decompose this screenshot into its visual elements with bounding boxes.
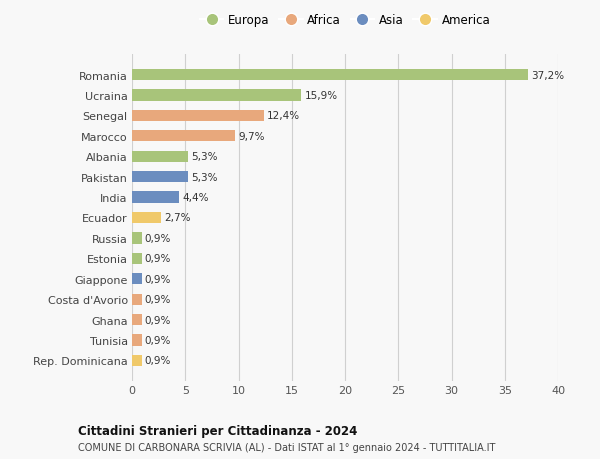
Text: 0,9%: 0,9% — [145, 335, 171, 345]
Text: COMUNE DI CARBONARA SCRIVIA (AL) - Dati ISTAT al 1° gennaio 2024 - TUTTITALIA.IT: COMUNE DI CARBONARA SCRIVIA (AL) - Dati … — [78, 442, 496, 452]
Text: 15,9%: 15,9% — [305, 91, 338, 101]
Bar — [132, 335, 142, 346]
Text: 0,9%: 0,9% — [145, 315, 171, 325]
Bar — [132, 314, 142, 325]
Bar — [132, 70, 528, 81]
Text: 0,9%: 0,9% — [145, 356, 171, 365]
Text: 37,2%: 37,2% — [532, 71, 565, 80]
Text: 0,9%: 0,9% — [145, 295, 171, 304]
Text: 5,3%: 5,3% — [191, 172, 218, 182]
Text: 9,7%: 9,7% — [239, 132, 265, 141]
Text: 0,9%: 0,9% — [145, 233, 171, 243]
Bar — [132, 90, 301, 101]
Text: 0,9%: 0,9% — [145, 274, 171, 284]
Text: 4,4%: 4,4% — [182, 193, 209, 203]
Bar — [132, 294, 142, 305]
Text: 12,4%: 12,4% — [267, 111, 301, 121]
Bar — [132, 233, 142, 244]
Bar — [132, 253, 142, 264]
Bar — [132, 274, 142, 285]
Bar — [132, 213, 161, 224]
Text: Cittadini Stranieri per Cittadinanza - 2024: Cittadini Stranieri per Cittadinanza - 2… — [78, 425, 358, 437]
Bar — [132, 111, 264, 122]
Text: 5,3%: 5,3% — [191, 152, 218, 162]
Bar — [132, 355, 142, 366]
Bar — [132, 151, 188, 162]
Bar — [132, 172, 188, 183]
Bar — [132, 131, 235, 142]
Text: 2,7%: 2,7% — [164, 213, 190, 223]
Text: 0,9%: 0,9% — [145, 254, 171, 264]
Bar — [132, 192, 179, 203]
Legend: Europa, Africa, Asia, America: Europa, Africa, Asia, America — [197, 12, 493, 30]
